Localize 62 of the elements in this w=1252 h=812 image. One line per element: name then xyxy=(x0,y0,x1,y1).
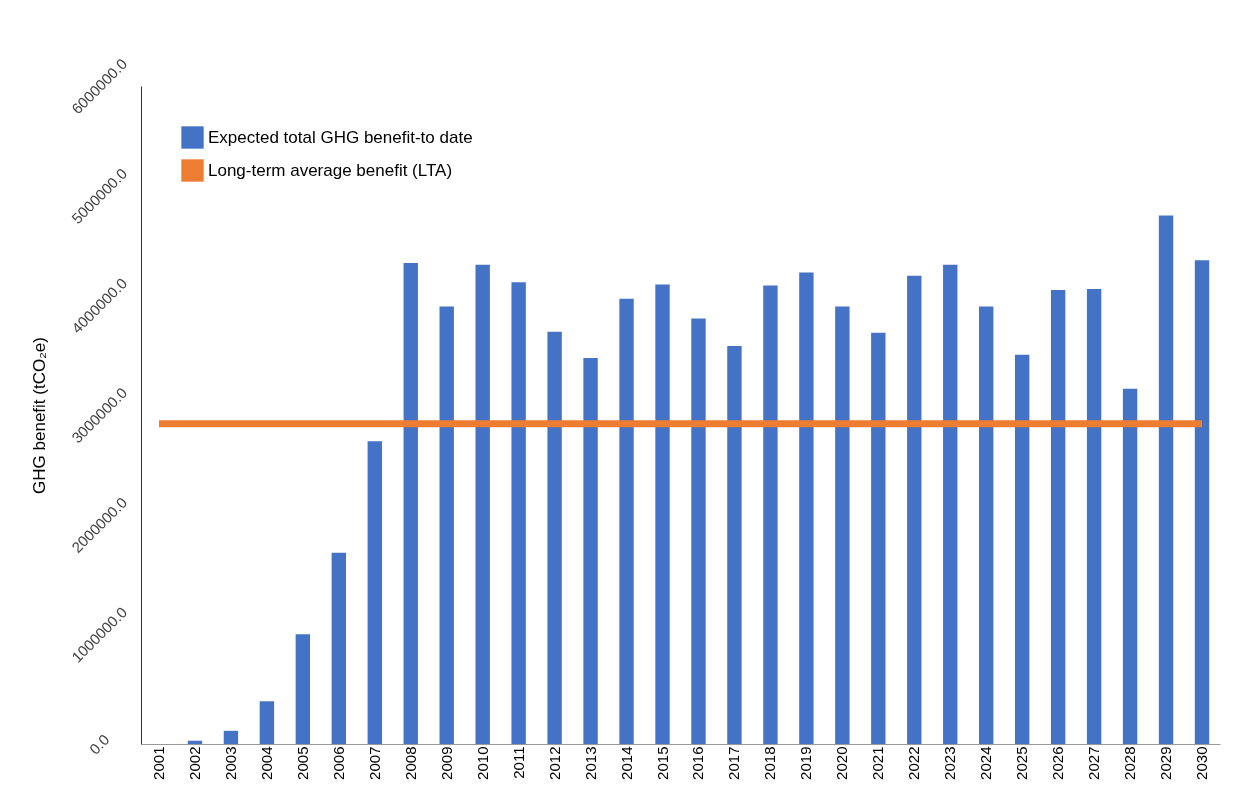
bar xyxy=(223,730,239,744)
x-tick-label: 2014 xyxy=(617,746,635,780)
x-tick-label: 2017 xyxy=(725,746,743,780)
x-tick-label: 2023 xyxy=(941,746,959,780)
x-tick-label: 2011 xyxy=(509,746,527,779)
x-tick-label: 2015 xyxy=(653,746,671,780)
x-tick-label: 2028 xyxy=(1121,746,1139,780)
bar xyxy=(1086,288,1102,744)
x-tick-label: 2021 xyxy=(869,746,887,780)
legend-label: Expected total GHG benefit-to date xyxy=(208,127,473,147)
bar xyxy=(511,282,526,744)
bar xyxy=(547,331,562,744)
bar xyxy=(403,263,418,744)
bar xyxy=(979,306,994,744)
bar xyxy=(295,634,311,744)
bar xyxy=(1158,215,1174,744)
x-tick-label: 2012 xyxy=(545,746,563,780)
x-tick-label: 2013 xyxy=(581,746,599,780)
bar xyxy=(259,701,275,744)
x-tick-label: 2024 xyxy=(977,746,995,780)
bar xyxy=(943,264,958,744)
bar xyxy=(1122,388,1138,744)
x-tick-label: 2010 xyxy=(473,746,491,780)
x-tick-label: 2005 xyxy=(293,746,311,780)
legend-label: Long-term average benefit (LTA) xyxy=(208,160,453,180)
x-tick-label: 2029 xyxy=(1157,746,1175,780)
x-tick-label: 2018 xyxy=(761,746,779,780)
x-tick-label: 2002 xyxy=(185,746,203,780)
x-tick-label: 2007 xyxy=(365,746,383,780)
bar xyxy=(1194,260,1210,744)
x-tick-label: 2006 xyxy=(329,746,347,780)
bar xyxy=(439,306,454,744)
bar xyxy=(475,264,490,744)
x-tick-label: 2027 xyxy=(1085,746,1103,780)
x-tick-label: 2025 xyxy=(1013,746,1031,780)
x-tick-label: 2030 xyxy=(1193,746,1211,780)
x-tick-label: 2019 xyxy=(797,746,815,780)
bar xyxy=(583,357,598,744)
bar xyxy=(871,332,886,744)
x-tick-label: 2009 xyxy=(437,746,455,780)
x-tick-label: 2008 xyxy=(401,746,419,780)
bar xyxy=(907,275,922,744)
x-tick-label: 2001 xyxy=(149,746,167,780)
x-tick-label: 2003 xyxy=(221,746,239,780)
bar xyxy=(691,318,706,744)
bar xyxy=(619,298,634,744)
bar xyxy=(763,285,778,744)
x-tick-label: 2026 xyxy=(1049,746,1067,780)
x-tick-label: 2022 xyxy=(905,746,923,780)
bar xyxy=(331,552,347,744)
x-tick-label: 2004 xyxy=(257,746,275,780)
x-tick-label: 2016 xyxy=(689,746,707,780)
x-tick-label: 2020 xyxy=(833,746,851,780)
bar xyxy=(799,272,814,744)
bar xyxy=(835,306,850,744)
y-axis-title: GHG benefit (tCO₂e) xyxy=(30,337,50,494)
bar xyxy=(655,284,670,744)
bar xyxy=(1014,354,1030,744)
bar xyxy=(367,441,382,744)
bar xyxy=(1050,289,1066,744)
y-tick-label: 0.0 xyxy=(85,730,113,758)
bar xyxy=(727,345,742,744)
